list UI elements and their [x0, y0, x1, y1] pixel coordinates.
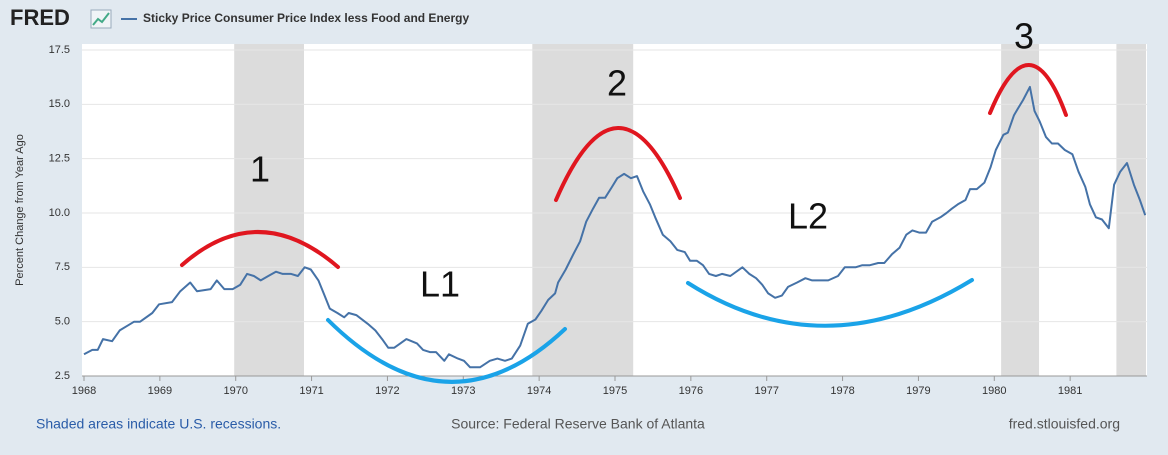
- x-tick-label: 1975: [603, 385, 627, 397]
- annotation-label: L1: [420, 264, 460, 305]
- x-tick-label: 1969: [148, 385, 172, 397]
- x-tick-label: 1976: [679, 385, 703, 397]
- y-tick-label: 17.5: [49, 44, 70, 56]
- annotation-label: 1: [250, 149, 270, 190]
- source: Source: Federal Reserve Bank of Atlanta: [451, 416, 705, 432]
- x-tick-label: 1971: [299, 385, 323, 397]
- recession-band: [234, 44, 304, 376]
- y-tick-label: 12.5: [49, 153, 70, 165]
- legend-label: Sticky Price Consumer Price Index less F…: [143, 11, 469, 25]
- peak-arc: [180, 230, 340, 269]
- x-tick-label: 1970: [223, 385, 247, 397]
- recession-note: Shaded areas indicate U.S. recessions.: [36, 416, 281, 432]
- peak-arc: [988, 63, 1068, 117]
- y-tick-label: 5.0: [55, 316, 70, 328]
- y-tick-label: 10.0: [49, 207, 70, 219]
- trough-arc: [326, 318, 567, 384]
- recession-band: [532, 44, 634, 376]
- annotation-label: L2: [788, 196, 828, 237]
- recession-band: [1116, 44, 1146, 376]
- site-url: fred.stlouisfed.org: [1009, 416, 1120, 432]
- x-tick-label: 1978: [830, 385, 854, 397]
- y-axis-label: Percent Change from Year Ago: [14, 134, 26, 286]
- logo-icon: [90, 9, 112, 29]
- annotation-label: 2: [607, 63, 627, 104]
- y-tick-label: 7.5: [55, 261, 70, 273]
- x-tick-label: 1979: [906, 385, 930, 397]
- trough-arc: [686, 278, 974, 328]
- x-tick-label: 1972: [375, 385, 399, 397]
- plot: 2.5 5.0 7.5 10.0 12.5 15.0 17.5 1968 1969 1970 197…: [49, 44, 1147, 397]
- x-tick-label: 1968: [72, 385, 96, 397]
- x-tick-label: 1977: [754, 385, 778, 397]
- x-tick-label: 1974: [527, 385, 551, 397]
- logo: FRED: [10, 5, 70, 30]
- y-tick-label: 2.5: [55, 370, 70, 382]
- annotation-label: 3: [1014, 16, 1034, 57]
- y-tick-label: 15.0: [49, 98, 70, 110]
- series-line: [83, 85, 1147, 369]
- x-tick-label: 1981: [1058, 385, 1082, 397]
- x-tick-label: 1973: [451, 385, 475, 397]
- recession-band: [1001, 44, 1040, 376]
- peak-arc: [554, 126, 682, 202]
- x-tick-label: 1980: [982, 385, 1006, 397]
- annotation-arcs: [180, 63, 1068, 384]
